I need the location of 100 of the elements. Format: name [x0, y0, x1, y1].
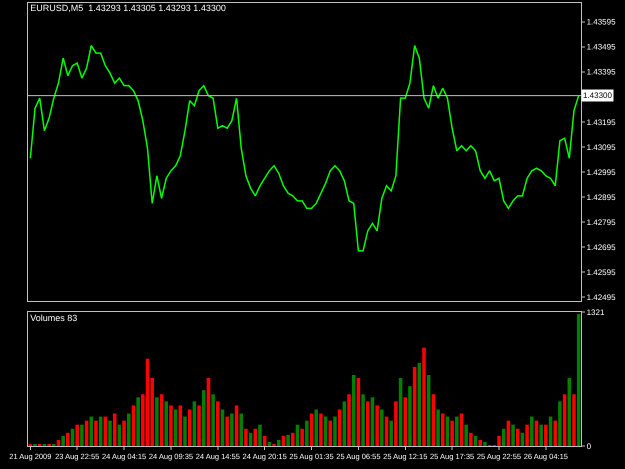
bar: [539, 424, 543, 446]
bar: [254, 428, 258, 446]
bar: [286, 434, 290, 446]
bar: [324, 416, 328, 446]
y-tick-label: 1.42595: [586, 268, 616, 277]
bar: [412, 366, 416, 446]
bar: [338, 409, 342, 446]
bar: [164, 401, 168, 446]
bar: [440, 414, 445, 446]
chart-title: EURUSD,M5 1.43293 1.43305 1.43293 1.43300: [30, 2, 226, 13]
bar: [464, 424, 468, 446]
bar: [108, 420, 112, 446]
bar: [568, 378, 572, 446]
bar: [446, 416, 450, 446]
bar: [370, 397, 374, 446]
bar: [328, 420, 332, 446]
bar: [455, 416, 459, 446]
bar: [572, 394, 576, 446]
bar: [268, 442, 272, 446]
bar: [169, 405, 173, 446]
bar: [553, 420, 557, 446]
bar: [361, 394, 365, 446]
bar: [356, 378, 360, 446]
bar: [474, 436, 478, 446]
bar: [155, 397, 159, 446]
y-tick-label: 1.43595: [586, 18, 616, 27]
y-tick-label: 1.43095: [586, 142, 616, 152]
bar: [225, 416, 229, 446]
bar: [192, 401, 196, 446]
bar: [352, 374, 356, 446]
bar: [216, 401, 220, 446]
bar: [80, 424, 84, 446]
bar: [548, 416, 552, 446]
bar: [258, 424, 262, 446]
bar: [202, 390, 206, 446]
bar: [230, 414, 234, 446]
bar: [66, 432, 70, 446]
bar: [422, 348, 426, 446]
y-tick-label: 1321: [586, 308, 605, 317]
bar: [497, 436, 501, 446]
y-tick-label: 1.43395: [586, 68, 616, 77]
bar: [384, 416, 388, 446]
bar: [511, 424, 515, 446]
y-tick-label: 1.42495: [586, 293, 616, 302]
line-series: [30, 44, 580, 252]
bar: [291, 432, 295, 446]
bar: [432, 394, 436, 446]
bar: [262, 436, 266, 446]
y-tick-label: 1.42895: [586, 192, 616, 202]
bar: [483, 442, 487, 446]
bar: [220, 409, 224, 446]
bar: [426, 374, 430, 446]
bar: [244, 428, 248, 446]
bar: [534, 420, 538, 446]
bar: [70, 428, 74, 446]
bar: [112, 414, 116, 446]
bar: [234, 405, 238, 446]
bar: [380, 409, 384, 446]
bar: [460, 414, 464, 446]
bar: [178, 405, 182, 446]
bar: [197, 405, 201, 446]
bar: [347, 394, 351, 446]
bar: [525, 424, 529, 446]
bar: [122, 420, 126, 446]
bar: [366, 401, 370, 446]
bar: [530, 416, 534, 446]
y-tick-label: 0: [586, 442, 592, 451]
ref-line-label: 1.43300: [583, 91, 612, 100]
bar: [310, 414, 314, 446]
bar: [314, 409, 318, 446]
bar: [375, 405, 379, 446]
bar: [342, 401, 346, 446]
bar: [544, 424, 548, 446]
bar: [333, 416, 337, 446]
bar: [160, 394, 164, 446]
bar: [319, 414, 323, 446]
chart-title: Volumes 83: [30, 312, 78, 323]
y-tick-label: 1.42995: [586, 168, 616, 177]
bar: [276, 440, 280, 446]
bar: [562, 394, 566, 446]
bar: [211, 394, 215, 446]
bar: [478, 440, 482, 446]
bar: [248, 432, 252, 446]
bar: [90, 416, 94, 446]
y-tick-label: 1.42695: [586, 242, 616, 252]
bar: [404, 397, 408, 446]
bar: [469, 432, 473, 446]
bar: [300, 428, 304, 446]
bar: [84, 420, 88, 446]
bar: [506, 420, 510, 446]
bar: [136, 397, 140, 446]
bar: [132, 405, 136, 446]
bar: [558, 401, 562, 446]
bar: [576, 314, 580, 446]
bar: [56, 440, 60, 446]
y-tick-label: 1.43195: [586, 118, 616, 127]
bar: [408, 386, 412, 446]
bar: [239, 414, 243, 446]
bar: [104, 416, 108, 446]
bar: [61, 436, 65, 446]
